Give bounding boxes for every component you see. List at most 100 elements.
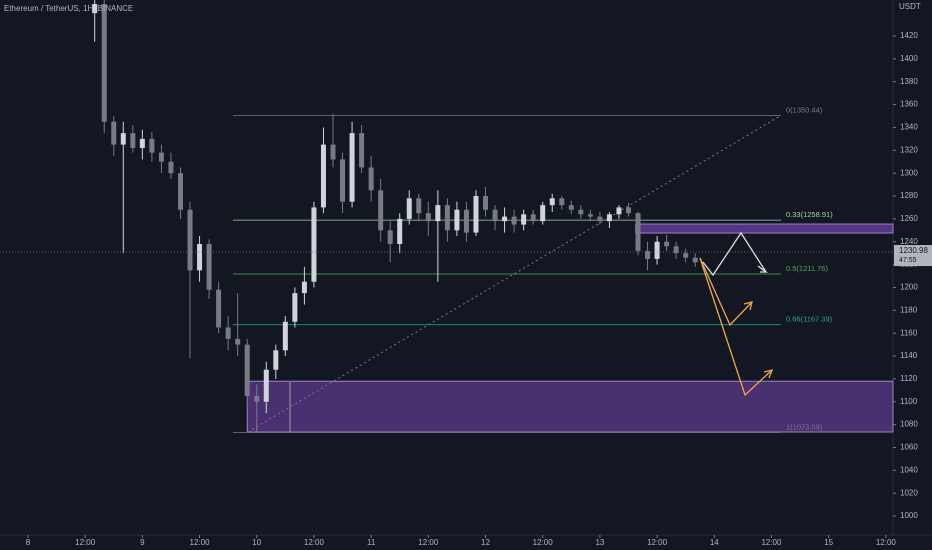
y-tick-label: 1320 — [900, 145, 918, 154]
candle-body — [273, 350, 279, 370]
candle-body — [587, 214, 593, 217]
arrow — [699, 257, 753, 327]
candle-body — [244, 344, 250, 397]
candle-body — [521, 214, 527, 225]
candle-body — [368, 167, 374, 191]
candle-body — [139, 138, 145, 149]
candle-body — [187, 209, 193, 271]
y-axis-label: USDT — [899, 2, 921, 11]
candle-body — [444, 205, 450, 231]
candle-body — [540, 205, 546, 222]
candle-body — [425, 213, 431, 222]
candle-body — [263, 369, 269, 402]
candle-body — [435, 205, 441, 222]
y-tick-label: 1120 — [900, 374, 918, 383]
candle-body — [568, 205, 574, 210]
candle-body — [158, 152, 164, 162]
arrow — [702, 231, 767, 277]
zones — [246, 223, 894, 433]
last-price-box — [894, 245, 932, 267]
candle-body — [606, 214, 612, 222]
y-tick-label: 1420 — [900, 31, 918, 40]
candle-body — [578, 209, 584, 215]
y-tick-label: 1300 — [900, 168, 918, 177]
candle-body — [635, 213, 641, 251]
candle-body — [530, 214, 536, 222]
arrow — [699, 257, 773, 397]
x-tick-label: 13 — [595, 538, 604, 547]
candle-body — [168, 161, 174, 174]
y-tick-label: 1400 — [900, 54, 918, 63]
fib-label: 1(1073.09) — [786, 422, 823, 431]
x-tick-label: 12:00 — [418, 538, 439, 547]
y-tick-label: 1260 — [900, 214, 918, 223]
fib-levels: 0(1350.44) 0.33(1258.91) 0.5(1211.76) 0.66(… — [232, 105, 833, 433]
candle-body — [597, 216, 603, 222]
fib-label: 0(1350.44) — [786, 105, 823, 114]
y-tick-label: 1200 — [900, 283, 918, 292]
candle-body — [254, 396, 260, 402]
candle-body — [683, 253, 689, 258]
countdown: 47:55 — [899, 257, 917, 264]
fib-label: 0.33(1258.91) — [786, 210, 833, 219]
x-tick-label: 11 — [367, 538, 376, 547]
projection-arrows — [699, 231, 774, 397]
x-tick-label: 15 — [824, 538, 833, 547]
candle-body — [387, 230, 393, 245]
candle-body — [463, 209, 469, 233]
candle-body — [673, 246, 679, 254]
candle-body — [349, 133, 355, 202]
candle-body — [483, 196, 489, 210]
candle-body — [473, 196, 479, 233]
x-tick-label: 12:00 — [533, 538, 554, 547]
arrowhead — [763, 369, 774, 379]
arrowhead — [757, 265, 768, 273]
x-tick-label: 14 — [710, 538, 719, 547]
x-tick-label: 12:00 — [190, 538, 211, 547]
candle-body — [454, 209, 460, 231]
x-tick-label: 12:00 — [647, 538, 668, 547]
y-tick-label: 1160 — [900, 328, 918, 337]
candle-body — [206, 244, 212, 290]
candle-body — [511, 216, 517, 225]
candle-body — [492, 209, 498, 222]
x-tick-label: 10 — [252, 538, 261, 547]
candle-body — [282, 321, 288, 351]
y-tick-label: 1360 — [900, 100, 918, 109]
candle-body — [616, 207, 622, 215]
x-tick-label: 12:00 — [876, 538, 897, 547]
y-tick-label: 1340 — [900, 123, 918, 132]
x-tick-label: 12:00 — [304, 538, 325, 547]
candle-body — [397, 218, 403, 245]
last-price-label: 1230.98 — [899, 246, 928, 255]
y-tick-label: 1020 — [900, 488, 918, 497]
fib-label: 0.5(1211.76) — [786, 264, 828, 273]
fib-label: 0.66(1167.39) — [786, 315, 833, 324]
y-tick-label: 1140 — [900, 351, 918, 360]
candle-body — [177, 173, 183, 210]
candle-body — [340, 159, 346, 202]
y-tick-label: 1000 — [900, 511, 918, 520]
candle-body — [111, 121, 117, 145]
y-tick-label: 1040 — [900, 465, 918, 474]
candle-body — [559, 198, 565, 206]
candle-body — [216, 289, 222, 328]
y-tick-label: 1380 — [900, 77, 918, 86]
candle-body — [664, 241, 670, 247]
chart-title: Ethereum / TetherUS, 1H, BINANCE — [4, 4, 133, 13]
y-tick-label: 1060 — [900, 443, 918, 452]
candle-body — [197, 244, 203, 271]
candle-body — [130, 133, 136, 149]
trend-line — [247, 115, 781, 433]
x-tick-label: 12 — [481, 538, 490, 547]
candle-body — [645, 250, 651, 259]
zone — [635, 223, 894, 234]
y-tick-label: 1100 — [900, 397, 918, 406]
candle-body — [235, 338, 241, 345]
candle-body — [416, 198, 422, 214]
candle-body — [692, 257, 698, 263]
candle-body — [320, 144, 326, 208]
candle-body — [292, 293, 298, 322]
x-tick-label: 9 — [140, 538, 145, 547]
